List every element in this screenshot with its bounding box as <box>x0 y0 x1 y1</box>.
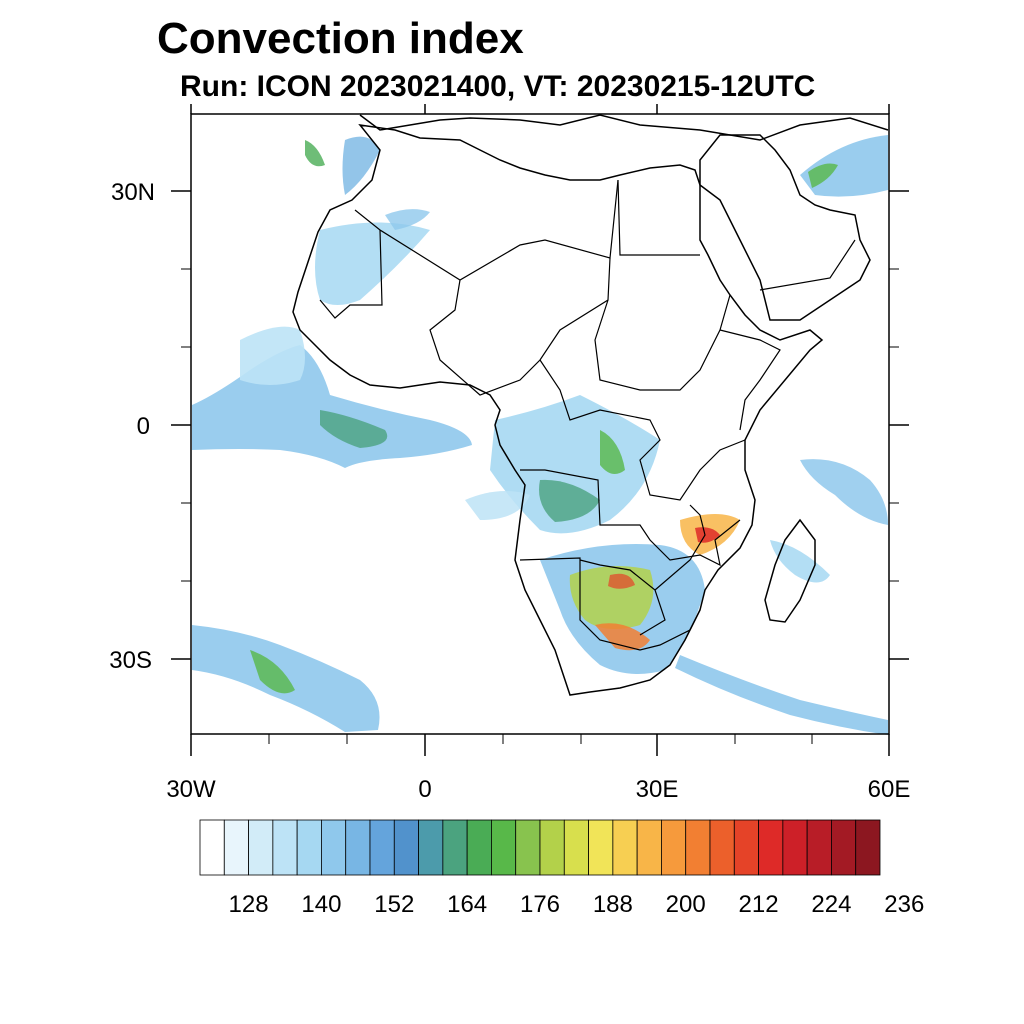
colorbar-swatch <box>685 819 711 876</box>
colorbar-swatch <box>539 819 565 876</box>
lat-label-0: 0 <box>137 413 150 440</box>
colorbar-swatch <box>831 819 857 876</box>
border-ethiopia <box>719 329 781 431</box>
colorbar-tick-label: 176 <box>520 891 560 918</box>
field-morocco <box>342 136 380 195</box>
colorbar-tick-label: 200 <box>666 891 706 918</box>
colorbar-swatch <box>661 819 687 876</box>
colorbar-swatch <box>393 819 419 876</box>
border-arabia <box>759 239 856 291</box>
border-central <box>429 257 611 396</box>
colorbar-swatch <box>272 819 298 876</box>
colorbar-labels: 128 140 152 164 176 188 200 212 224 236 <box>229 891 925 918</box>
colorbar-swatch <box>782 819 808 876</box>
colorbar-swatch <box>369 819 395 876</box>
field-westafrica <box>240 326 305 385</box>
field-congo-core <box>539 479 600 522</box>
colorbar-swatch <box>418 819 444 876</box>
border-southern <box>520 469 741 567</box>
arabia-coastline <box>699 134 871 321</box>
lat-label-30s: 30S <box>109 647 152 674</box>
colorbar-swatch <box>733 819 759 876</box>
colorbar-swatch <box>758 819 784 876</box>
field-frontal-band <box>675 655 888 735</box>
colorbar-swatch <box>515 819 541 876</box>
field-indian-ocean <box>800 459 888 525</box>
lon-label-0: 0 <box>418 776 431 803</box>
border-sahel <box>319 229 383 319</box>
colorbar-swatch <box>248 819 274 876</box>
colorbar-swatch <box>466 819 492 876</box>
field-congo <box>490 395 660 534</box>
colorbar-swatch <box>491 819 517 876</box>
field-hot-core <box>595 623 650 651</box>
field-arabia-core <box>808 163 838 188</box>
colorbar-swatch <box>855 819 881 876</box>
colorbar-swatch <box>709 819 735 876</box>
colorbar-swatch <box>321 819 347 876</box>
axis-ticks <box>171 104 909 756</box>
field-atlantic-core <box>320 410 388 448</box>
field-lake <box>600 430 625 474</box>
lon-label-30w: 30W <box>166 776 216 803</box>
colorbar-swatch <box>442 819 468 876</box>
colorbar-swatch <box>345 819 371 876</box>
colorbar-tick-label: 152 <box>374 891 414 918</box>
field-canary <box>305 140 325 167</box>
colorbar-tick-label: 236 <box>884 891 924 918</box>
field-madagascar <box>770 540 830 583</box>
colorbar <box>199 819 881 876</box>
border-congo <box>539 359 746 501</box>
colorbar-swatch <box>223 819 249 876</box>
field-angola-sea <box>465 491 530 520</box>
map-frame <box>190 113 890 735</box>
europe-coastline <box>359 114 889 141</box>
convection-field <box>192 135 888 735</box>
field-sahara-streak <box>315 222 430 305</box>
colorbar-tick-label: 128 <box>229 891 269 918</box>
colorbar-tick-label: 164 <box>447 891 487 918</box>
field-mozambique-core <box>695 527 720 543</box>
border-botswana <box>579 559 666 636</box>
field-sw-atlantic-core <box>250 650 295 694</box>
field-med <box>385 209 430 230</box>
chart-title: Convection index <box>157 14 524 63</box>
colorbar-swatch <box>588 819 614 876</box>
lat-label-30n: 30N <box>111 179 155 206</box>
border-sudan <box>594 294 731 391</box>
colorbar-tick-label: 224 <box>811 891 851 918</box>
border-south <box>519 557 701 651</box>
colorbar-tick-label: 212 <box>739 891 779 918</box>
colorbar-swatch <box>199 819 225 876</box>
lon-label-60e: 60E <box>868 776 911 803</box>
minor-ticks <box>181 268 899 744</box>
colorbar-tick-label: 140 <box>301 891 341 918</box>
border-egypt <box>617 179 700 256</box>
lon-label-30e: 30E <box>636 776 679 803</box>
chart-subtitle: Run: ICON 2023021400, VT: 20230215-12UTC <box>180 70 816 103</box>
colorbar-swatch <box>563 819 589 876</box>
field-atlantic-band <box>192 345 472 468</box>
border-mozambique <box>654 504 706 591</box>
field-zambia-core <box>608 573 635 589</box>
colorbar-swatch <box>296 819 322 876</box>
country-borders <box>319 179 856 651</box>
colorbar-swatch <box>612 819 638 876</box>
colorbar-tick-label: 188 <box>593 891 633 918</box>
colorbar-swatch <box>636 819 662 876</box>
madagascar-coastline <box>764 518 816 623</box>
colorbar-swatch <box>806 819 832 876</box>
